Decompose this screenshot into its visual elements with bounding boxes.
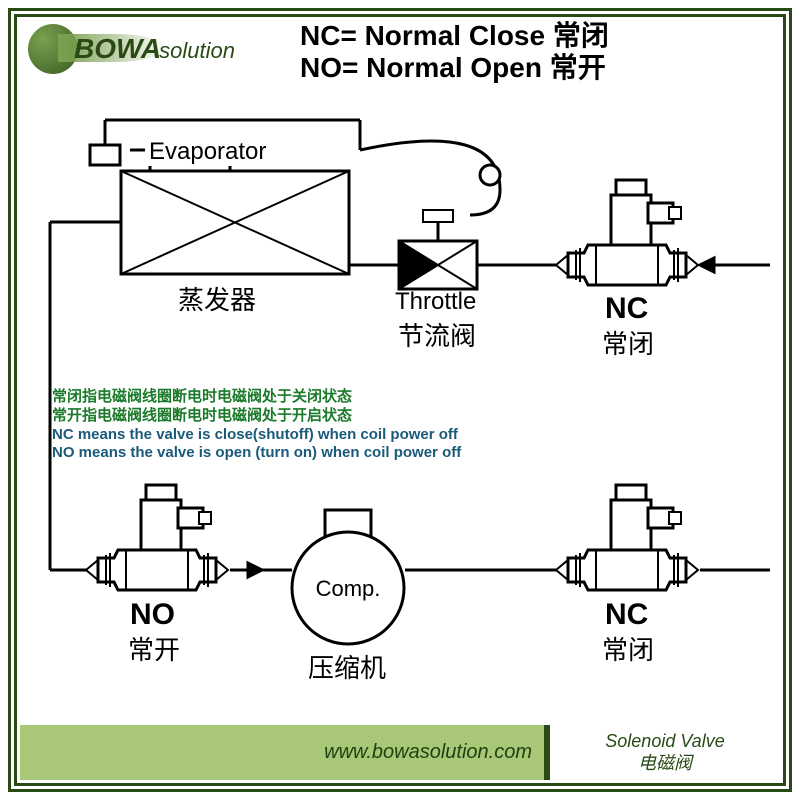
explain-en-2: NO means the valve is open (turn on) whe… [52,444,461,463]
footer-url: www.bowasolution.com [20,725,550,780]
compressor-label-cn: 压缩机 [308,648,386,685]
evaporator-label-cn: 蒸发器 [178,280,256,317]
product-en: Solenoid Valve [550,731,780,753]
explain-cn-2: 常开指电磁阀线圈断电时电磁阀处于开启状态 [52,407,461,426]
logo-sub: solution [159,38,235,63]
explain-cn-1: 常闭指电磁阀线圈断电时电磁阀处于关闭状态 [52,388,461,407]
logo-brand: BOWA [74,33,161,64]
valve-nc-top-label: NC [605,292,648,326]
throttle-icon [398,240,478,290]
evaporator-icon [120,170,350,275]
valve-nc-bottom-cn: 常闭 [602,630,654,667]
throttle-label-cn: 节流阀 [398,316,476,353]
valve-nc-bottom-label: NC [605,598,648,632]
footer: www.bowasolution.com Solenoid Valve 电磁阀 [20,725,780,780]
explanation-block: 常闭指电磁阀线圈断电时电磁阀处于关闭状态 常开指电磁阀线圈断电时电磁阀处于开启状… [52,388,461,463]
compressor-icon: Comp. [290,500,406,640]
explain-en-1: NC means the valve is close(shutoff) whe… [52,426,461,445]
valve-nc-top-cn: 常闭 [602,324,654,361]
evaporator-label-en: Evaporator [145,138,270,166]
product-cn: 电磁阀 [550,753,780,775]
throttle-label-en: Throttle [395,288,476,316]
valve-no-label: NO [130,598,175,632]
compressor-text: Comp. [316,576,381,601]
valve-no-cn: 常开 [128,630,180,667]
footer-product: Solenoid Valve 电磁阀 [550,725,780,780]
